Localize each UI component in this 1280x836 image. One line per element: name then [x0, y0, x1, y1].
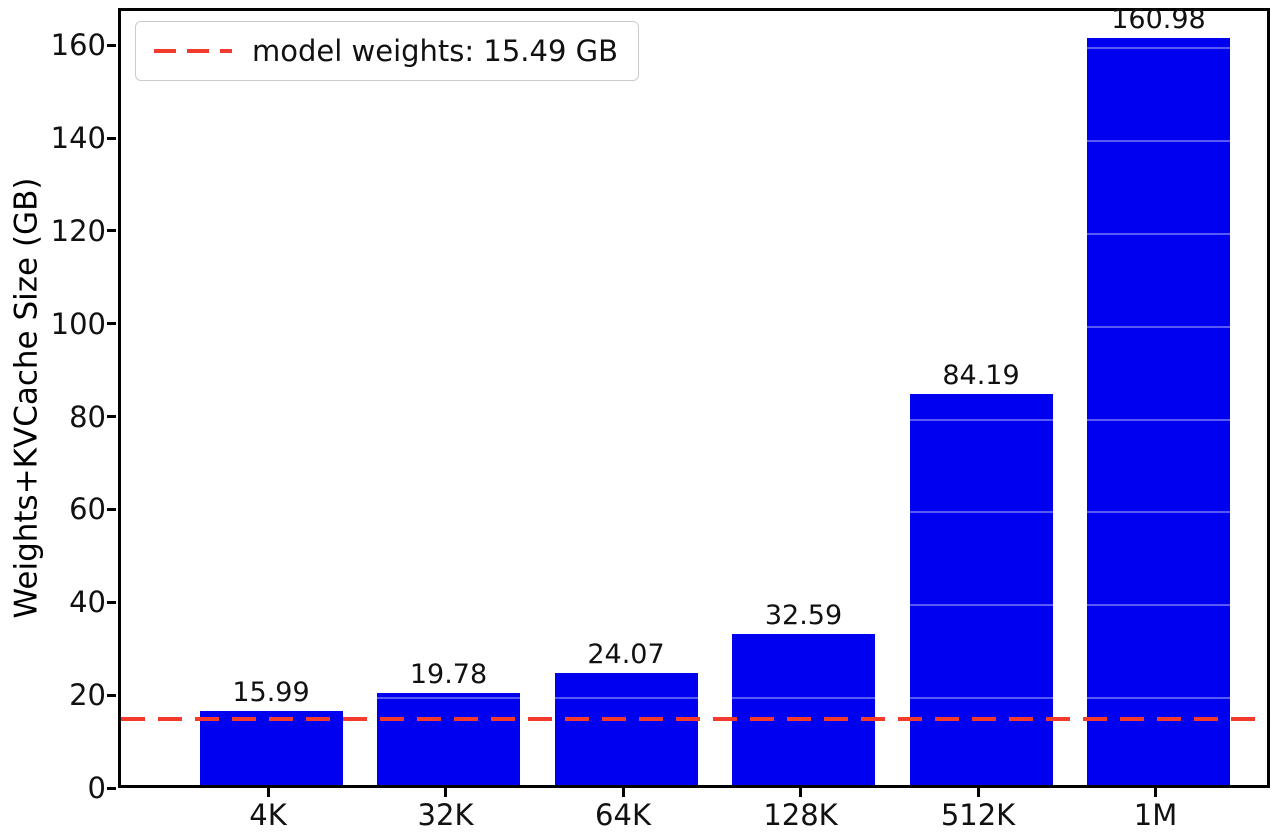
bar-4K — [199, 710, 343, 785]
x-tick-mark-512K — [976, 788, 980, 797]
y-tick-mark-40 — [107, 600, 116, 604]
y-tick-mark-120 — [107, 229, 116, 233]
bar-1M — [1087, 37, 1230, 785]
legend: model weights: 15.49 GB — [135, 21, 639, 81]
x-tick-mark-64K — [621, 788, 625, 797]
bar-32K — [377, 693, 520, 785]
x-tick-mark-128K — [799, 788, 802, 797]
y-tick-mark-160 — [107, 43, 116, 47]
y-tick-mark-80 — [107, 415, 116, 419]
y-tick-label-120: 120 — [50, 213, 106, 248]
y-tick-mark-0 — [107, 786, 116, 790]
plot-area: 15.99 19.78 24.07 32.59 84.19 160.98 model we… — [118, 4, 1270, 788]
y-tick-label-140: 140 — [50, 121, 106, 155]
y-tick-label-20: 20 — [69, 678, 106, 713]
x-tick-label-4K: 4K — [249, 798, 287, 832]
x-tick-label-1M: 1M — [1133, 798, 1178, 832]
bar-value-label-512K: 84.19 — [942, 360, 1020, 392]
bar-value-label-4K: 15.99 — [232, 676, 310, 708]
y-tick-mark-100 — [107, 322, 116, 326]
y-tick-label-0: 0 — [87, 771, 106, 805]
y-tick-mark-140 — [107, 136, 116, 140]
bar-value-label-128K: 32.59 — [764, 599, 843, 631]
bar-512K — [909, 394, 1053, 785]
y-tick-label-40: 40 — [69, 585, 106, 620]
x-tick-mark-32K — [444, 788, 447, 797]
bar-value-label-64K: 24.07 — [587, 639, 665, 671]
y-tick-label-100: 100 — [50, 306, 106, 341]
x-tick-label-128K: 128K — [763, 798, 838, 832]
bar-128K — [732, 633, 875, 785]
y-tick-mark-60 — [107, 507, 116, 511]
x-tick-label-32K: 32K — [417, 798, 474, 832]
bar-value-label-32K: 19.78 — [409, 659, 488, 691]
bar-value-label-1M: 160.98 — [1111, 3, 1206, 35]
legend-label: model weights: 15.49 GB — [252, 34, 618, 68]
x-tick-label-64K: 64K — [595, 798, 651, 832]
reference-line — [121, 717, 1267, 722]
y-tick-label-60: 60 — [69, 492, 106, 527]
x-tick-label-512K: 512K — [940, 798, 1016, 832]
y-tick-mark-20 — [107, 693, 116, 697]
y-tick-label-160: 160 — [50, 28, 106, 63]
x-tick-mark-4K — [266, 788, 270, 797]
legend-dashed-line-swatch — [154, 48, 232, 54]
y-tick-label-80: 80 — [69, 399, 106, 434]
x-tick-mark-1M — [1154, 788, 1157, 797]
bar-64K — [554, 673, 698, 785]
